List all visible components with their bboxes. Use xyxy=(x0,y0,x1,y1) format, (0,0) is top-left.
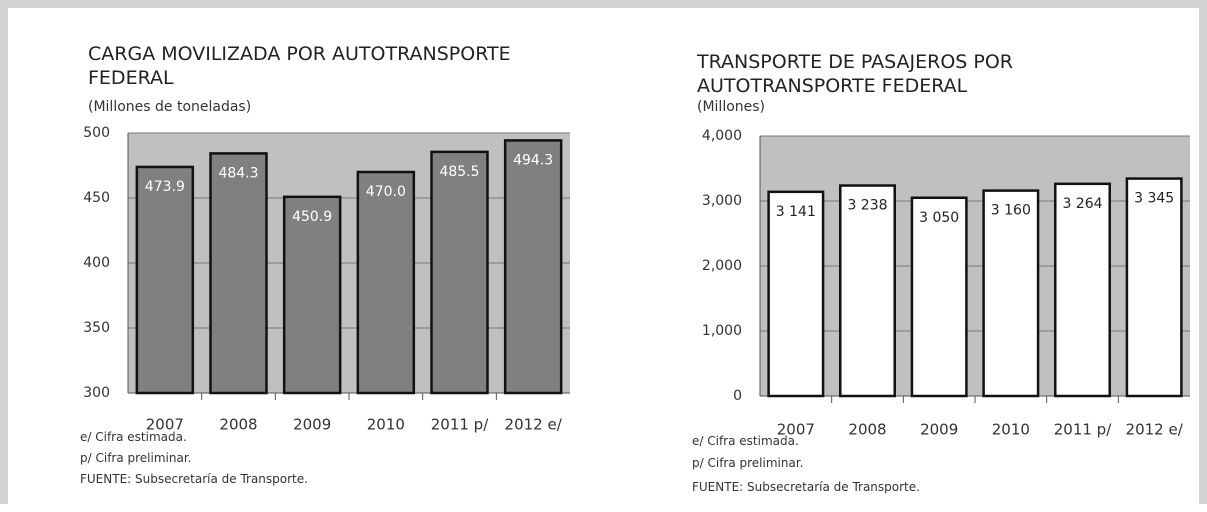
x-tick-label: 2007 xyxy=(146,416,184,434)
footnote: e/ Cifra estimada. xyxy=(692,434,799,448)
x-tick-label: 2008 xyxy=(219,416,257,434)
x-tick-label: 2009 xyxy=(920,421,958,439)
y-tick-label: 500 xyxy=(83,125,110,141)
bar xyxy=(135,165,195,395)
x-tick-label: 2010 xyxy=(367,416,405,434)
footnote: p/ Cifra preliminar. xyxy=(692,456,804,470)
chart-subtitle: (Millones) xyxy=(697,99,766,115)
bar xyxy=(356,170,416,395)
x-tick-label: 2012 e/ xyxy=(1126,421,1184,439)
footnote: p/ Cifra preliminar. xyxy=(80,451,192,465)
y-tick-label: 2,000 xyxy=(702,258,742,274)
value-label: 3 050 xyxy=(919,210,959,226)
x-tick-label: 2008 xyxy=(848,421,886,439)
bar xyxy=(982,189,1040,398)
bar xyxy=(910,196,968,398)
x-tick-label: 2010 xyxy=(992,421,1030,439)
chart-title: CARGA MOVILIZADA POR AUTOTRANSPORTE FEDE… xyxy=(88,43,511,89)
x-tick-label: 2011 p/ xyxy=(1054,421,1112,439)
bar xyxy=(1125,177,1183,398)
chart-title: TRANSPORTE DE PASAJEROS POR AUTOTRANSPOR… xyxy=(697,51,1013,97)
x-tick-label: 2007 xyxy=(777,421,815,439)
x-tick-label: 2009 xyxy=(293,416,331,434)
x-tick-label: 2011 p/ xyxy=(431,416,489,434)
y-tick-label: 450 xyxy=(83,190,110,206)
value-label: 485.5 xyxy=(439,164,479,180)
value-label: 484.3 xyxy=(218,165,258,181)
x-tick-label: 2012 e/ xyxy=(505,416,563,434)
bar xyxy=(1054,182,1111,398)
value-label: 470.0 xyxy=(366,184,406,200)
value-label: 3 345 xyxy=(1134,191,1174,207)
value-label: 494.3 xyxy=(513,152,553,168)
y-tick-label: 3,000 xyxy=(702,193,742,209)
value-label: 450.9 xyxy=(292,209,332,225)
chart-subtitle: (Millones de toneladas) xyxy=(88,99,252,115)
y-tick-label: 350 xyxy=(83,320,110,336)
y-tick-label: 300 xyxy=(83,385,110,401)
y-tick-label: 4,000 xyxy=(702,128,742,144)
footnote: FUENTE: Subsecretaría de Transporte. xyxy=(80,472,308,486)
bar xyxy=(209,152,268,395)
value-label: 3 264 xyxy=(1062,196,1102,212)
bar xyxy=(430,150,489,395)
bar xyxy=(282,195,342,395)
value-label: 3 160 xyxy=(991,203,1031,219)
footnote: FUENTE: Subsecretaría de Transporte. xyxy=(692,480,920,494)
bar xyxy=(767,190,825,398)
bar xyxy=(839,184,896,398)
value-label: 3 141 xyxy=(776,204,816,220)
bar xyxy=(503,139,563,395)
value-label: 3 238 xyxy=(847,198,887,214)
y-tick-label: 0 xyxy=(733,388,742,404)
y-tick-label: 1,000 xyxy=(702,323,742,339)
footnote: e/ Cifra estimada. xyxy=(80,430,187,444)
value-label: 473.9 xyxy=(145,179,185,195)
y-tick-label: 400 xyxy=(83,255,110,271)
